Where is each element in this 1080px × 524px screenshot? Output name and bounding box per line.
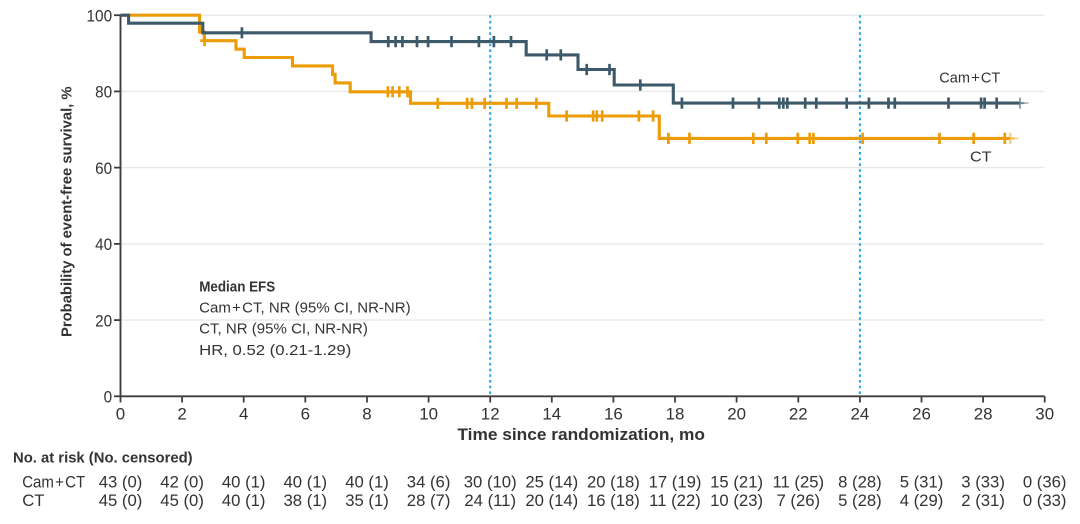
svg-text:0: 0	[116, 405, 125, 424]
svg-text:26: 26	[912, 405, 931, 424]
svg-text:24 (11): 24 (11)	[464, 491, 516, 510]
svg-text:CT: CT	[22, 491, 44, 510]
svg-text:40 (1): 40 (1)	[345, 473, 389, 492]
svg-text:4: 4	[239, 405, 248, 424]
svg-text:5 (31): 5 (31)	[900, 473, 944, 492]
svg-text:22: 22	[789, 405, 808, 424]
svg-text:6: 6	[301, 405, 310, 424]
svg-text:14: 14	[542, 405, 561, 424]
svg-text:20: 20	[727, 405, 746, 424]
svg-text:8 (28): 8 (28)	[838, 473, 882, 492]
svg-text:30: 30	[1035, 405, 1054, 424]
svg-text:2: 2	[177, 405, 186, 424]
svg-text:16 (18): 16 (18)	[587, 491, 640, 510]
svg-text:20 (14): 20 (14)	[525, 491, 578, 510]
svg-text:24: 24	[851, 405, 870, 424]
svg-text:Probability of event-free surv: Probability of event-free survival, %	[59, 86, 76, 337]
svg-text:10 (23): 10 (23)	[710, 491, 763, 510]
svg-text:34 (6): 34 (6)	[407, 473, 451, 492]
svg-text:15 (21): 15 (21)	[710, 473, 763, 492]
svg-text:60: 60	[95, 159, 112, 178]
svg-text:30 (10): 30 (10)	[464, 473, 517, 492]
svg-text:Median EFS: Median EFS	[199, 278, 275, 295]
svg-text:40 (1): 40 (1)	[222, 491, 266, 510]
svg-text:28: 28	[974, 405, 993, 424]
svg-text:0: 0	[104, 388, 113, 407]
svg-text:45 (0): 45 (0)	[99, 491, 143, 510]
svg-text:Cam + CT, NR (95% CI, NR-NR): Cam + CT, NR (95% CI, NR-NR)	[199, 300, 410, 317]
svg-text:16: 16	[604, 405, 623, 424]
svg-text:8: 8	[362, 405, 371, 424]
svg-text:25 (14): 25 (14)	[525, 473, 578, 492]
svg-text:35 (1): 35 (1)	[345, 491, 389, 510]
svg-text:HR, 0.52 (0.21-1.29): HR, 0.52 (0.21-1.29)	[199, 342, 351, 359]
svg-text:40 (1): 40 (1)	[222, 473, 266, 492]
svg-text:Cam + CT: Cam + CT	[939, 69, 1000, 86]
svg-text:20: 20	[95, 311, 112, 330]
svg-text:17 (19): 17 (19)	[649, 473, 702, 492]
svg-text:38 (1): 38 (1)	[284, 491, 328, 510]
svg-text:43 (0): 43 (0)	[99, 473, 143, 492]
svg-text:Time since randomization, mo: Time since randomization, mo	[457, 425, 705, 444]
svg-text:11 (22): 11 (22)	[649, 491, 701, 510]
svg-text:5 (28): 5 (28)	[838, 491, 882, 510]
svg-text:18: 18	[666, 405, 685, 424]
svg-text:40 (1): 40 (1)	[284, 473, 328, 492]
svg-text:10: 10	[419, 405, 438, 424]
svg-text:80: 80	[95, 83, 112, 102]
svg-text:20 (18): 20 (18)	[587, 473, 640, 492]
svg-text:4 (29): 4 (29)	[900, 491, 944, 510]
svg-text:No. at risk (No. censored): No. at risk (No. censored)	[13, 449, 193, 466]
svg-text:2 (31): 2 (31)	[961, 491, 1005, 510]
svg-text:11 (25): 11 (25)	[772, 473, 824, 492]
svg-text:3 (33): 3 (33)	[961, 473, 1005, 492]
svg-text:12: 12	[481, 405, 500, 424]
svg-text:Cam + CT: Cam + CT	[22, 473, 85, 492]
svg-text:40: 40	[95, 235, 112, 254]
svg-text:42 (0): 42 (0)	[160, 473, 204, 492]
svg-text:100: 100	[87, 6, 113, 25]
svg-text:0 (33): 0 (33)	[1023, 491, 1067, 510]
svg-text:28 (7): 28 (7)	[407, 491, 451, 510]
svg-text:7 (26): 7 (26)	[777, 491, 821, 510]
svg-text:CT, NR (95% CI, NR-NR): CT, NR (95% CI, NR-NR)	[199, 321, 368, 338]
svg-text:45 (0): 45 (0)	[160, 491, 204, 510]
svg-text:0 (36): 0 (36)	[1023, 473, 1067, 492]
svg-text:CT: CT	[970, 148, 992, 165]
